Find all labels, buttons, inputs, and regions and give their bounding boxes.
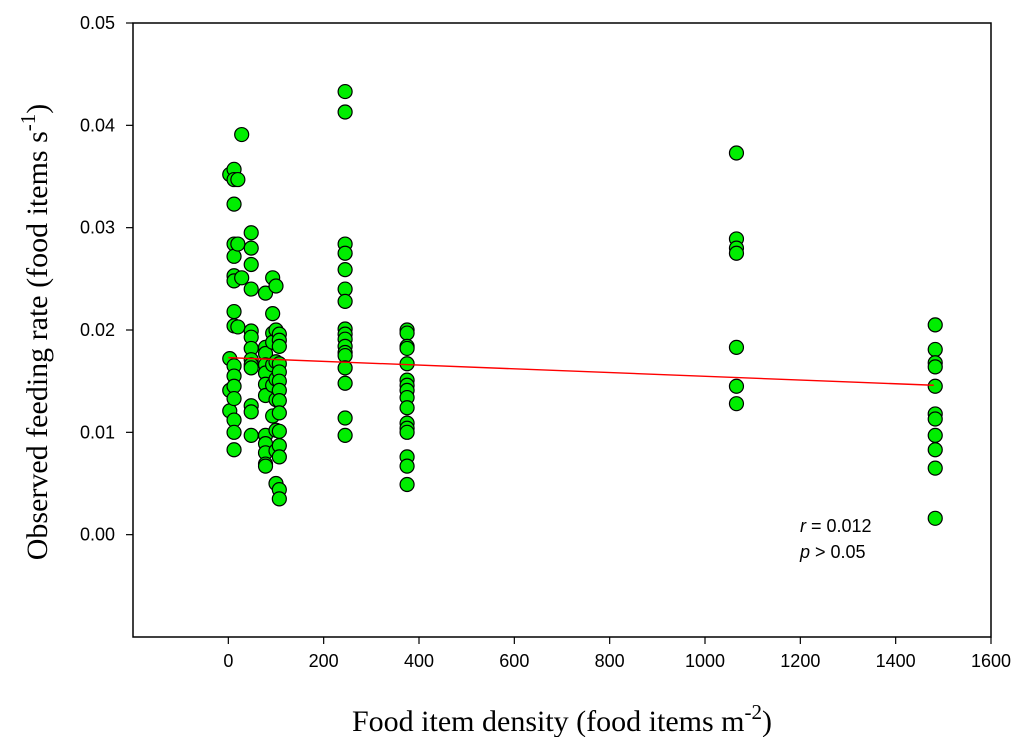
data-point: [271, 491, 287, 507]
y-axis-title: Observed feeding rate (food items s-1): [16, 104, 54, 561]
data-point: [243, 256, 259, 273]
data-point: [257, 285, 274, 301]
data-point: [728, 339, 745, 355]
y-tick-label: 0.00: [80, 525, 115, 545]
data-point: [337, 104, 353, 120]
data-point: [399, 325, 415, 341]
data-point: [243, 240, 259, 256]
data-point: [243, 225, 259, 241]
data-point: [271, 338, 287, 354]
data-point: [337, 360, 353, 376]
data-point: [728, 378, 745, 394]
data-point: [226, 424, 242, 440]
data-point: [271, 405, 287, 421]
data-point: [927, 442, 943, 458]
data-point: [243, 427, 259, 444]
data-point: [927, 317, 943, 333]
x-axis-ticks: 0 200 400 600 800 1000 1200 1400 1600: [223, 637, 1011, 671]
data-point: [337, 410, 353, 426]
data-point: [728, 245, 745, 261]
data-point: [226, 303, 242, 320]
data-point: [927, 427, 943, 444]
y-tick-label: 0.02: [80, 320, 115, 340]
y-tick-label: 0.03: [80, 218, 115, 238]
x-tick-label: 1400: [876, 651, 916, 671]
data-points: [222, 83, 943, 526]
data-point: [243, 404, 259, 420]
data-point: [243, 360, 259, 376]
data-point: [927, 341, 943, 358]
data-point: [399, 476, 415, 493]
x-tick-label: 1600: [971, 651, 1011, 671]
data-point: [230, 236, 246, 252]
regression-line: [228, 356, 934, 386]
data-point: [399, 400, 415, 416]
x-tick-label: 0: [223, 651, 233, 671]
stat-annotation-p: p > 0.05: [799, 542, 866, 562]
data-point: [337, 262, 353, 278]
x-tick-label: 200: [309, 651, 339, 671]
y-tick-label: 0.05: [80, 13, 115, 33]
stat-annotation-r: r = 0.012: [800, 516, 872, 536]
data-point: [337, 83, 353, 100]
data-point: [337, 427, 353, 444]
data-point: [927, 460, 943, 476]
data-point: [927, 411, 943, 427]
data-point: [257, 458, 274, 474]
data-point: [927, 359, 943, 375]
data-point: [399, 340, 415, 357]
data-point: [927, 510, 943, 526]
y-axis-ticks: 0.00 0.01 0.02 0.03 0.04 0.05: [80, 13, 133, 545]
data-point: [927, 378, 943, 394]
data-point: [399, 424, 415, 440]
data-point: [399, 458, 415, 474]
data-point: [230, 319, 246, 335]
data-point: [226, 442, 242, 458]
data-point: [728, 396, 745, 412]
data-point: [234, 126, 250, 143]
data-point: [230, 171, 246, 188]
data-point: [226, 390, 242, 407]
data-point: [268, 278, 284, 294]
data-point: [271, 449, 287, 465]
x-axis-title: Food item density (food items m-2): [352, 700, 772, 737]
y-tick-label: 0.04: [80, 115, 115, 135]
y-tick-label: 0.01: [80, 422, 115, 442]
x-tick-label: 1000: [685, 651, 725, 671]
x-tick-label: 600: [499, 651, 529, 671]
data-point: [226, 196, 242, 212]
x-tick-label: 1200: [780, 651, 820, 671]
data-point: [337, 293, 353, 309]
data-point: [728, 145, 745, 161]
x-tick-label: 400: [404, 651, 434, 671]
data-point: [265, 306, 281, 322]
data-point: [337, 245, 353, 261]
data-point: [271, 423, 287, 439]
data-point: [243, 281, 259, 297]
data-point: [337, 375, 353, 391]
x-tick-label: 800: [595, 651, 625, 671]
data-point: [234, 270, 250, 286]
